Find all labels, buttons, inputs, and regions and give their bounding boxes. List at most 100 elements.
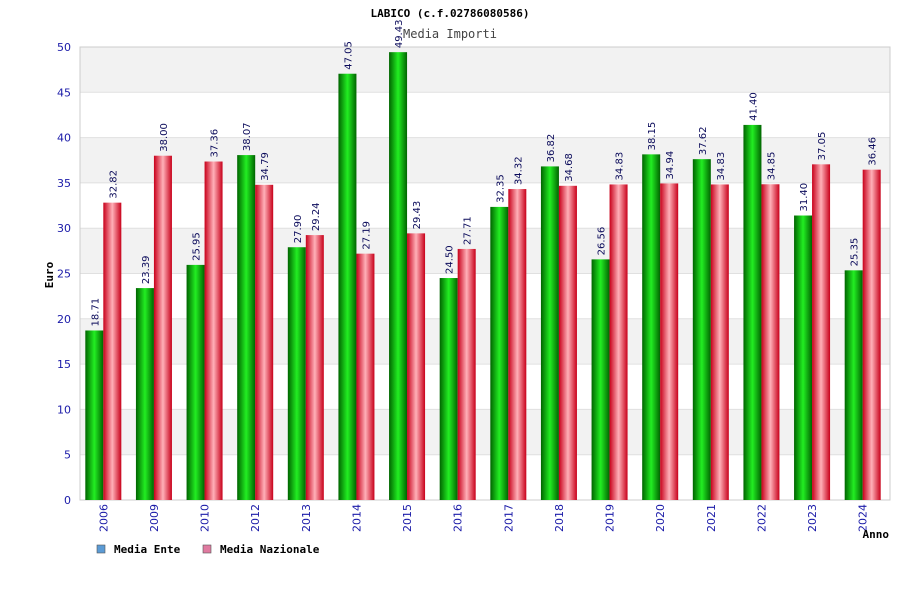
data-label-media-nazionale: 34.83 [615, 152, 626, 181]
x-tick-label: 2019 [604, 504, 617, 532]
legend-swatch-media-nazionale [202, 544, 212, 554]
bar-media-ente [844, 270, 863, 500]
x-tick-label: 2015 [401, 504, 414, 532]
y-axis-label: Euro [43, 261, 56, 288]
bar-media-ente [338, 73, 357, 501]
data-label-media-ente: 24.50 [445, 245, 456, 274]
bar-media-nazionale [305, 235, 324, 500]
x-tick-label: 2010 [199, 504, 212, 532]
x-tick-label: 2024 [857, 504, 870, 532]
x-tick-label: 2014 [350, 504, 363, 532]
y-tick-label: 30 [57, 222, 71, 235]
data-label-media-ente: 41.40 [748, 92, 759, 121]
bar-media-nazionale [457, 248, 476, 500]
legend-label-media-ente: Media Ente [114, 543, 181, 556]
y-axis-ticks: 0 5 10 15 20 25 30 35 40 45 50 [57, 41, 71, 507]
bar-media-ente [540, 166, 559, 500]
x-tick-label: 2012 [249, 504, 262, 532]
x-tick-label: 2017 [502, 504, 515, 532]
bar-media-ente [642, 154, 661, 500]
legend-label-media-nazionale: Media Nazionale [220, 543, 320, 556]
bar-media-ente [692, 159, 711, 501]
x-tick-label: 2013 [300, 504, 313, 532]
bar-media-ente [186, 264, 205, 500]
data-label-media-nazionale: 34.85 [766, 152, 777, 181]
bar-media-nazionale [862, 169, 881, 500]
data-label-media-ente: 38.15 [647, 122, 658, 151]
bar-media-ente [237, 155, 256, 500]
plot-frame [79, 46, 891, 501]
data-label-media-nazionale: 34.94 [665, 151, 676, 180]
y-tick-label: 10 [57, 403, 71, 416]
y-tick-label: 5 [64, 449, 71, 462]
bar-media-ente [135, 288, 154, 500]
y-tick-label: 40 [57, 132, 71, 145]
data-label-media-ente: 49.43 [394, 20, 405, 49]
data-label-media-ente: 27.90 [293, 215, 304, 244]
legend-swatch-media-ente [96, 544, 106, 554]
bar-media-nazionale [407, 233, 426, 500]
x-tick-label: 2021 [705, 504, 718, 532]
x-tick-label: 2020 [654, 504, 667, 532]
x-axis-label: Anno [863, 528, 890, 541]
bar-media-nazionale [609, 184, 628, 501]
y-tick-label: 25 [57, 268, 71, 281]
data-label-media-nazionale: 37.05 [817, 132, 828, 161]
data-label-media-ente: 26.56 [597, 227, 608, 256]
data-label-media-ente: 38.07 [242, 122, 253, 151]
bar-media-nazionale [660, 183, 679, 500]
data-label-media-nazionale: 38.00 [159, 123, 170, 152]
data-label-media-ente: 36.82 [546, 134, 557, 163]
bar-media-ente [591, 259, 610, 500]
data-label-media-ente: 47.05 [343, 41, 354, 70]
x-tick-label: 2023 [806, 504, 819, 532]
data-label-media-nazionale: 34.83 [716, 152, 727, 181]
grid-band [80, 47, 890, 93]
bar-media-nazionale [710, 184, 729, 501]
bar-media-ente [743, 124, 762, 500]
data-label-media-ente: 32.35 [495, 174, 506, 203]
legend: Media Ente Media Nazionale [96, 543, 320, 556]
y-tick-label: 45 [57, 86, 71, 99]
x-tick-label: 2016 [452, 504, 465, 532]
bar-media-nazionale [103, 202, 122, 500]
data-label-media-nazionale: 27.19 [361, 221, 372, 250]
bar-media-nazionale [153, 155, 172, 500]
data-label-media-nazionale: 34.79 [260, 152, 271, 181]
data-label-media-ente: 25.95 [192, 232, 203, 261]
data-label-media-nazionale: 29.24 [311, 202, 322, 231]
data-label-media-ente: 31.40 [799, 183, 810, 212]
bar-media-nazionale [508, 189, 527, 501]
bar-media-ente [85, 330, 104, 500]
x-tick-label: 2006 [97, 504, 110, 532]
grid-band [80, 92, 890, 138]
data-label-media-nazionale: 34.32 [513, 156, 524, 185]
data-label-media-nazionale: 27.71 [463, 216, 474, 245]
y-tick-label: 15 [57, 358, 71, 371]
bar-media-nazionale [761, 184, 780, 500]
chart-title: LABICO (c.f.02786080586) [371, 7, 530, 20]
chart-subtitle: Media Importi [403, 27, 497, 41]
data-label-media-nazionale: 36.46 [868, 137, 879, 166]
data-label-media-nazionale: 29.43 [412, 201, 423, 230]
x-tick-label: 2022 [755, 504, 768, 532]
bar-media-nazionale [204, 161, 223, 500]
bar-media-nazionale [255, 184, 274, 500]
y-tick-label: 35 [57, 177, 71, 190]
bar-media-ente [439, 278, 458, 500]
bar-media-ente [287, 247, 306, 500]
y-tick-label: 20 [57, 313, 71, 326]
bar-media-ente [389, 52, 408, 501]
x-axis-ticks: 2006 2009 2010 2012 2013 2014 2015 2016 2017 2018… [97, 504, 869, 532]
bar-media-ente [794, 215, 813, 501]
data-label-media-nazionale: 32.82 [108, 170, 119, 199]
y-tick-label: 50 [57, 41, 71, 54]
data-label-media-ente: 25.35 [850, 238, 861, 267]
data-label-media-nazionale: 34.68 [564, 153, 575, 182]
bar-media-nazionale [812, 164, 831, 500]
bar-media-nazionale [356, 253, 375, 500]
bar-media-nazionale [558, 185, 577, 500]
data-label-media-ente: 37.62 [698, 127, 709, 156]
x-tick-label: 2009 [148, 504, 161, 532]
